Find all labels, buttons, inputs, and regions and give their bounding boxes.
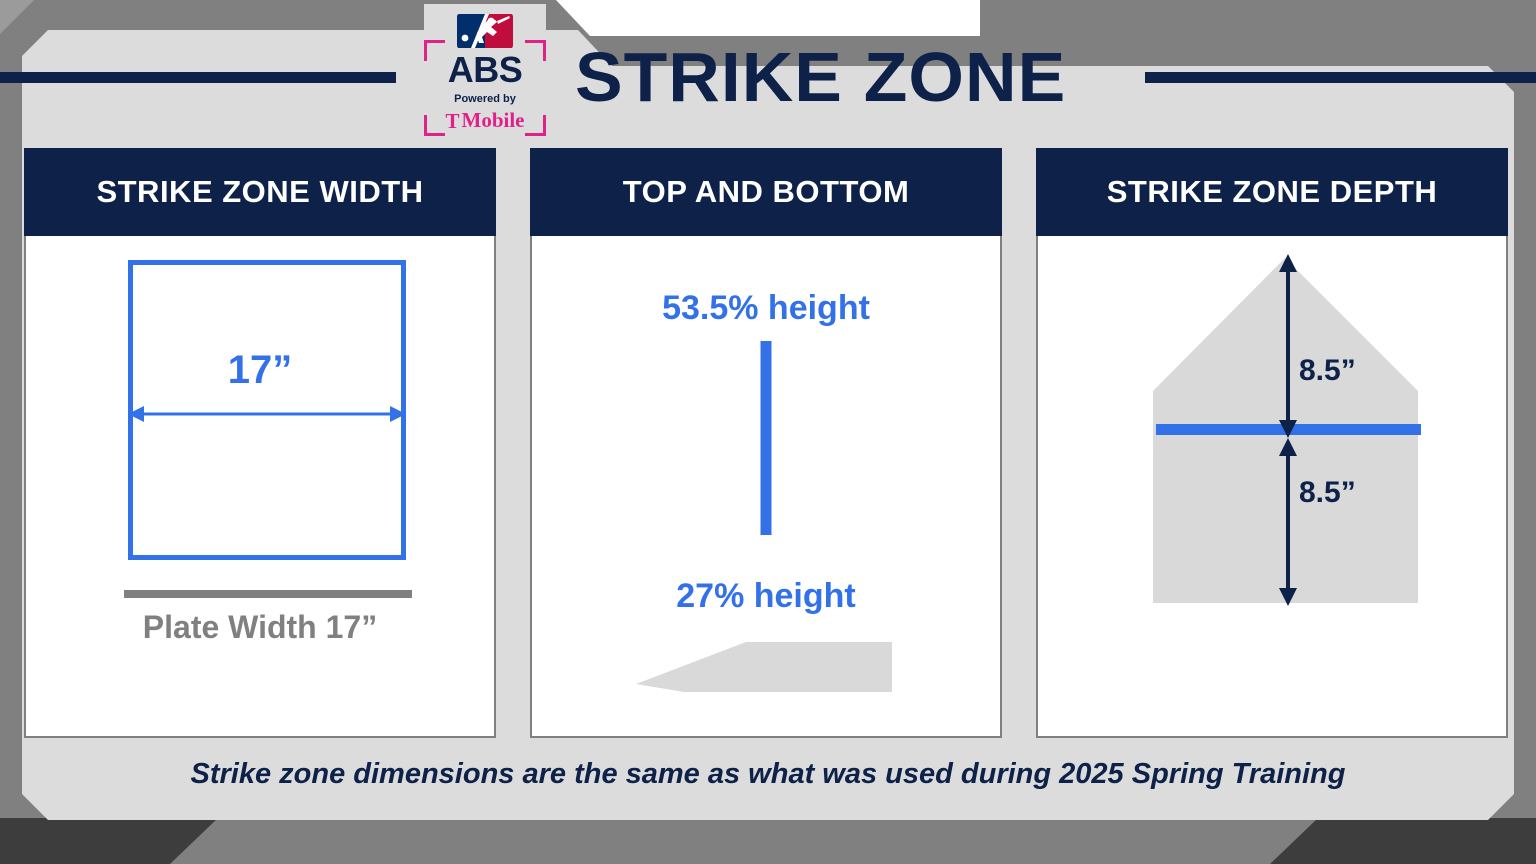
depth-label-top: 8.5” — [1299, 354, 1356, 387]
mlb-logo-icon — [457, 14, 513, 48]
width-dimension-label: 17” — [227, 348, 293, 392]
bracket-top-right — [525, 40, 546, 61]
powered-by-label: Powered by — [454, 93, 516, 105]
background-diagonal-top — [556, 0, 980, 36]
background-notch-top-left — [0, 0, 34, 34]
panel-header-strike-zone-depth: STRIKE ZONE DEPTH — [1036, 148, 1508, 236]
footer-note: Strike zone dimensions are the same as w… — [190, 758, 1346, 790]
bracket-top-left — [424, 40, 445, 61]
bottom-height-label: 27% height — [676, 577, 856, 615]
tmobile-t-glyph: T — [445, 109, 460, 133]
strike-zone-square — [128, 260, 406, 560]
header-rule-left — [0, 72, 396, 83]
panel-body-strike-zone-width: 17” Plate Width 17” — [26, 236, 494, 736]
depth-label-bottom: 8.5” — [1299, 476, 1356, 509]
plate-width-bar — [124, 590, 412, 598]
abs-wordmark: ABS — [447, 49, 523, 90]
page-title: STRIKE ZONE — [575, 38, 1067, 116]
header-rule-right — [1145, 72, 1536, 83]
plate-width-caption: Plate Width 17” — [142, 609, 378, 645]
panel-top-and-bottom: TOP AND BOTTOM 53.5% height 27% height — [530, 148, 1002, 738]
panel-header-top-and-bottom: TOP AND BOTTOM — [530, 148, 1002, 236]
panel-strike-zone-width: STRIKE ZONE WIDTH 17” Plate Width 17” — [24, 148, 496, 738]
top-height-label: 53.5% height — [662, 289, 870, 327]
panel-header-strike-zone-width: STRIKE ZONE WIDTH — [24, 148, 496, 236]
panel-strike-zone-depth: STRIKE ZONE DEPTH 8.5” 8.5” — [1036, 148, 1508, 738]
depth-double-arrows-icon — [1279, 254, 1297, 606]
abs-logo-lockup: ABS Powered by TMobile — [424, 4, 546, 144]
background-band-bottom-light — [170, 818, 1318, 864]
panel-body-top-and-bottom: 53.5% height 27% height — [532, 236, 1000, 736]
tmobile-wordmark: TMobile — [424, 108, 546, 133]
strike-zone-vertical-bar — [760, 341, 772, 535]
panel-body-strike-zone-depth: 8.5” 8.5” — [1038, 236, 1506, 736]
bracket-bottom-right — [525, 115, 546, 136]
home-plate-side-view-icon — [636, 642, 892, 692]
tmobile-word: Mobile — [461, 108, 525, 132]
width-double-arrow-icon — [128, 406, 406, 422]
bracket-bottom-left — [424, 115, 445, 136]
